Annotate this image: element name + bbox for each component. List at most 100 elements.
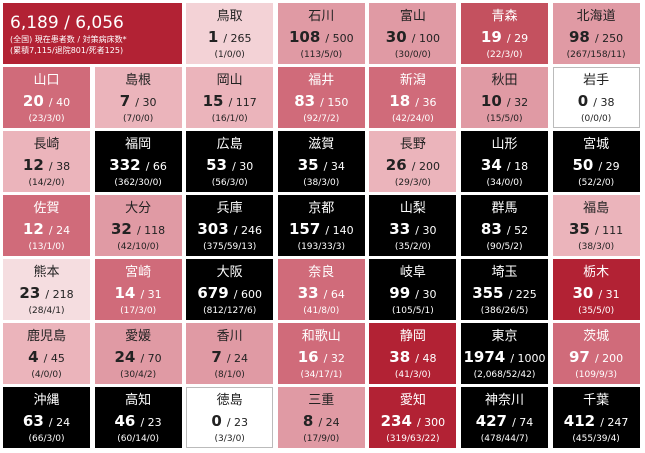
case-breakdown: (0/0/0): [580, 114, 612, 124]
prefecture-tile: 大分 32 / 118 (42/10/0): [94, 195, 182, 256]
count-line: 1 / 265: [187, 28, 272, 48]
count-line: 33 / 64: [279, 284, 364, 304]
prefecture-tile: 新潟 18 / 36 (42/24/0): [369, 67, 457, 128]
prefecture-tile: 京都 157 / 140 (193/33/3): [277, 195, 365, 256]
current-cases: 19: [480, 28, 502, 46]
prefecture-tile: 徳島 0 / 23 (3/3/0): [186, 387, 274, 448]
prefecture-tile: 北海道 98 / 250 (267/158/11): [552, 3, 640, 64]
count-line: 97 / 200: [554, 348, 639, 368]
prefecture-name: 鳥取: [216, 9, 243, 24]
count-line: 412 / 247: [554, 412, 639, 432]
case-breakdown: (52/2/0): [578, 178, 615, 188]
current-cases: 679: [197, 284, 229, 302]
count-line: 26 / 200: [370, 156, 455, 176]
count-line: 20 / 40: [4, 92, 89, 112]
prefecture-tile: 広島 53 / 30 (56/3/0): [186, 131, 274, 192]
current-cases: 34: [480, 156, 502, 174]
case-breakdown: (92/7/2): [303, 114, 340, 124]
prefecture-name: 岐阜: [399, 265, 426, 280]
case-breakdown: (41/3/0): [394, 370, 431, 380]
prefecture-tile: 滋賀 35 / 34 (38/3/0): [277, 131, 365, 192]
prefecture-name: 鹿児島: [26, 329, 66, 344]
bed-count: / 64: [323, 288, 345, 301]
prefecture-name: 石川: [308, 9, 335, 24]
prefecture-tile: 島根 7 / 30 (7/0/0): [94, 67, 182, 128]
count-line: 427 / 74: [462, 412, 547, 432]
bed-count: / 74: [512, 416, 534, 429]
prefecture-tile: 千葉 412 / 247 (455/39/4): [552, 387, 640, 448]
case-breakdown: (319/63/22): [386, 434, 440, 444]
current-cases: 157: [288, 220, 321, 238]
prefecture-tile: 福島 35 / 111 (38/3/0): [552, 195, 640, 256]
bed-count: / 265: [223, 32, 252, 45]
case-breakdown: (66/3/0): [28, 434, 65, 444]
bed-count: / 66: [145, 160, 167, 173]
bed-count: / 32: [323, 352, 345, 365]
bed-count: / 150: [320, 96, 349, 109]
prefecture-tile: 東京 1974 / 1000 (2,068/52/42): [461, 323, 548, 384]
bed-count: / 24: [226, 352, 249, 365]
count-line: 32 / 118: [96, 220, 181, 240]
bed-count: / 23: [140, 416, 162, 429]
count-line: 10 / 32: [462, 92, 547, 112]
prefecture-name: 富山: [399, 9, 426, 24]
prefecture-tile: 秋田 10 / 32 (15/5/0): [461, 67, 548, 128]
prefecture-tile: 大阪 679 / 600 (812/127/6): [186, 259, 274, 320]
case-breakdown: (23/3/0): [28, 114, 65, 124]
current-cases: 0: [211, 412, 222, 430]
prefecture-name: 島根: [125, 73, 152, 88]
case-breakdown: (35/5/0): [578, 306, 615, 316]
current-cases: 427: [475, 412, 507, 430]
count-line: 23 / 218: [4, 284, 89, 304]
bed-count: / 48: [415, 352, 437, 365]
case-breakdown: (34/17/1): [300, 370, 343, 380]
prefecture-tile: 愛媛 24 / 70 (30/4/2): [94, 323, 182, 384]
case-breakdown: (60/14/0): [117, 434, 159, 444]
prefecture-tile: 福岡 332 / 66 (362/30/0): [94, 131, 182, 192]
count-line: 8 / 24: [279, 412, 364, 432]
current-cases: 7: [119, 92, 131, 110]
count-line: 46 / 23: [96, 412, 181, 432]
prefecture-name: 三重: [308, 393, 335, 408]
current-cases: 98: [569, 28, 590, 46]
case-breakdown: (7/0/0): [122, 114, 154, 124]
prefecture-tile: 奈良 33 / 64 (41/8/0): [277, 259, 365, 320]
case-breakdown: (478/44/7): [480, 434, 529, 444]
count-line: 0 / 38: [554, 92, 639, 112]
count-line: 16 / 32: [279, 348, 364, 368]
prefecture-name: 神奈川: [484, 393, 524, 408]
prefecture-tile: 岡山 15 / 117 (16/1/0): [186, 67, 274, 128]
bed-count: / 30: [232, 160, 254, 173]
current-cases: 18: [389, 92, 411, 110]
bed-count: / 247: [600, 416, 629, 429]
case-breakdown: (17/3/0): [120, 306, 157, 316]
case-breakdown: (28/4/1): [28, 306, 65, 316]
current-cases: 83: [294, 92, 316, 110]
count-line: 30 / 31: [554, 284, 639, 304]
current-cases: 1974: [463, 348, 506, 366]
prefecture-name: 新潟: [399, 73, 426, 88]
bed-count: / 45: [43, 352, 65, 365]
current-cases: 332: [109, 156, 141, 174]
prefecture-tile: 神奈川 427 / 74 (478/44/7): [461, 387, 548, 448]
prefecture-name: 山梨: [399, 201, 426, 216]
bed-count: / 218: [45, 288, 74, 301]
prefecture-tile: 山梨 33 / 30 (35/2/0): [369, 195, 457, 256]
prefecture-name: 静岡: [399, 329, 426, 344]
bed-count: / 118: [136, 224, 166, 237]
case-breakdown: (455/39/4): [572, 434, 620, 444]
bed-count: / 52: [506, 224, 529, 237]
count-line: 98 / 250: [554, 28, 639, 48]
prefecture-tile: 岐阜 99 / 30 (105/5/1): [369, 259, 457, 320]
case-breakdown: (812/127/6): [203, 306, 257, 316]
count-line: 0 / 23: [187, 412, 272, 432]
bed-count: / 32: [506, 96, 529, 109]
current-cases: 23: [19, 284, 41, 302]
case-breakdown: (109/9/3): [575, 370, 617, 380]
current-cases: 355: [472, 284, 504, 302]
prefecture-name: 福岡: [125, 137, 152, 152]
prefecture-tile: 熊本 23 / 218 (28/4/1): [3, 259, 90, 320]
bed-count: / 30: [415, 288, 437, 301]
prefecture-tile: 和歌山 16 / 32 (34/17/1): [277, 323, 365, 384]
count-line: 15 / 117: [187, 92, 272, 112]
